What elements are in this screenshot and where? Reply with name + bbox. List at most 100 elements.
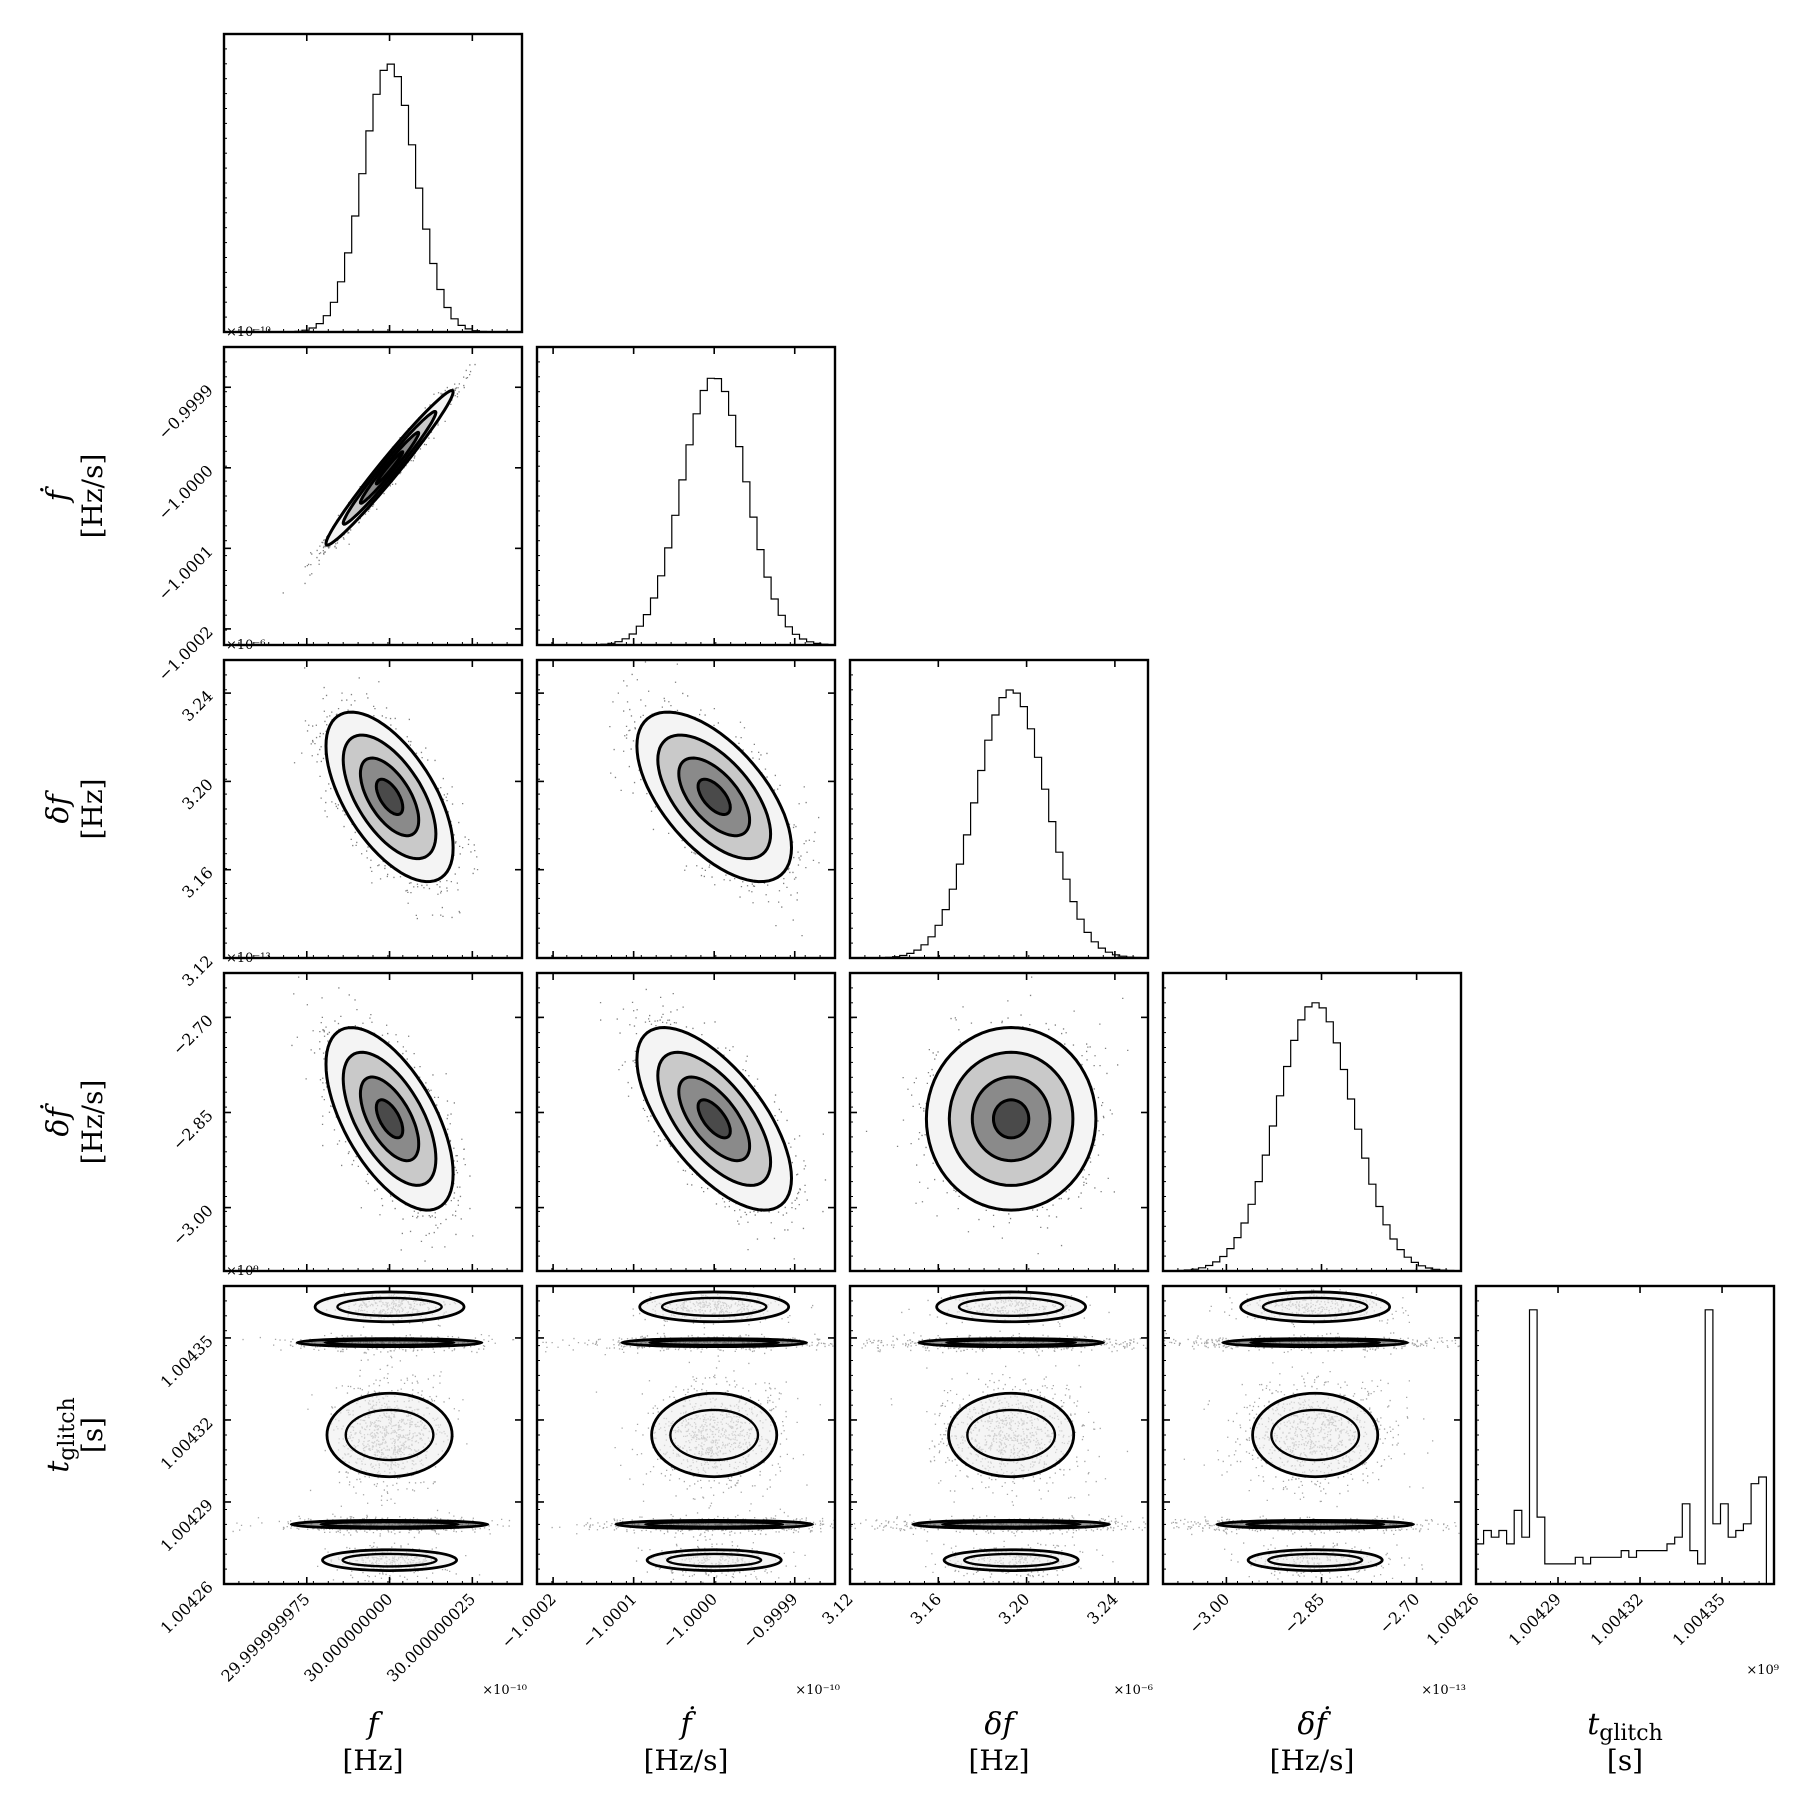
x-axis-unit-df: [Hz]	[968, 1744, 1029, 1777]
contour-band	[669, 1408, 760, 1462]
histogram-step-f	[224, 63, 522, 333]
x-axis-label-f: f	[365, 1707, 383, 1742]
x-tick-label-df: 3.20	[995, 1589, 1034, 1628]
x-axis-unit-dfdot: [Hz/s]	[1270, 1744, 1355, 1777]
x-tick-label-df: 3.16	[906, 1589, 945, 1628]
histogram-step-tglitch	[1475, 1309, 1774, 1585]
contour-band	[648, 1339, 781, 1347]
contour-band	[945, 1339, 1078, 1347]
panel-frame	[1161, 971, 1463, 1273]
histogram-step-df	[850, 689, 1149, 959]
x-axis-label-dfdot: δḟ	[1297, 1706, 1331, 1742]
row-offset-label-1: ×10⁻⁶	[226, 638, 266, 653]
x-tick-label-dfdot: −2.70	[1375, 1589, 1423, 1637]
y-tick-label-tglitch: 1.00435	[157, 1331, 217, 1391]
y-axis-unit: [Hz]	[76, 778, 109, 839]
panel-frame	[222, 32, 524, 334]
contour-band	[660, 1296, 768, 1318]
contour-band	[1267, 1552, 1364, 1568]
hist-panel-dfdot	[1162, 1002, 1462, 1272]
contour-level	[992, 1098, 1031, 1140]
x-tick-label-fdot: −1.0002	[497, 1589, 560, 1652]
contour-band	[650, 1391, 779, 1479]
x-tick-label-df: 3.12	[818, 1589, 857, 1628]
y-tick-label-tglitch: 1.00426	[157, 1577, 217, 1637]
x-axis-unit-tglitch: [s]	[1607, 1744, 1643, 1777]
x-axis-unit-f: [Hz]	[342, 1744, 403, 1777]
y-tick-label-dfdot: −3.00	[169, 1201, 217, 1249]
x-axis-label-fdot: ḟ	[678, 1706, 696, 1742]
contour-band	[666, 1552, 763, 1568]
scatter-panel-tglitch-vs-f	[232, 1290, 521, 1583]
x-offset-label-tglitch: ×10⁹	[1746, 1663, 1779, 1678]
x-tick-label-tglitch: 1.00426	[1423, 1589, 1483, 1649]
y-tick-label-fdot: −0.9999	[154, 381, 217, 444]
y-tick-label-fdot: −1.0001	[154, 542, 217, 605]
scatter-panel-dfdot-vs-fdot	[599, 988, 827, 1260]
y-axis-label-fdot: ḟ [Hz/s]	[40, 454, 109, 539]
contour-band	[644, 1520, 785, 1529]
x-tick-label-fdot: −1.0000	[659, 1589, 722, 1652]
contour-band	[344, 1408, 435, 1462]
y-axis-symbol: tglitch	[41, 1397, 80, 1473]
y-axis-unit: [s]	[76, 1417, 109, 1453]
contour-band	[336, 1296, 443, 1318]
contour-band	[325, 1391, 454, 1479]
panel-frame	[535, 345, 837, 647]
y-tick-label-fdot: −1.0002	[154, 622, 217, 685]
y-axis-unit: [Hz/s]	[76, 454, 109, 539]
x-axis-unit-fdot: [Hz/s]	[644, 1744, 729, 1777]
x-offset-label-dfdot: ×10⁻¹³	[1421, 1683, 1466, 1698]
contour-level	[374, 777, 405, 816]
row-offset-label-3: ×10⁹	[226, 1264, 259, 1279]
contour-band	[966, 1408, 1057, 1462]
y-tick-label-df: 3.20	[178, 775, 217, 814]
x-offset-label-fdot: ×10⁻¹⁰	[795, 1683, 840, 1698]
x-offset-label-df: ×10⁻⁶	[1113, 1683, 1153, 1698]
x-offset-label-f: ×10⁻¹⁰	[482, 1683, 527, 1698]
scatter-panel-df-vs-fdot	[609, 661, 820, 937]
x-axis-label-tglitch: tglitch	[1587, 1707, 1663, 1746]
hist-panel-fdot	[537, 377, 836, 646]
histogram-step-dfdot	[1162, 1002, 1462, 1272]
contour-level	[374, 1098, 405, 1140]
y-tick-label-tglitch: 1.00429	[157, 1495, 217, 1555]
contour-band	[1261, 1296, 1369, 1318]
x-tick-label-dfdot: −2.85	[1280, 1589, 1328, 1637]
x-axis-label-df: δf	[984, 1707, 1018, 1742]
scatter-panel-fdot-vs-f	[282, 363, 476, 594]
contour-band	[941, 1520, 1082, 1529]
contour-band	[323, 1339, 456, 1347]
y-axis-symbol: ḟ	[40, 486, 76, 504]
contour-band	[1251, 1391, 1380, 1479]
x-tick-label-fdot: −1.0001	[578, 1589, 641, 1652]
scatter-panel-tglitch-vs-df	[851, 1289, 1148, 1584]
y-axis-symbol: δf	[41, 790, 76, 824]
y-tick-label-fdot: −1.0000	[154, 461, 217, 524]
contour-level	[696, 1098, 732, 1140]
contour-level	[374, 450, 405, 486]
x-tick-label-tglitch: 1.00432	[1587, 1589, 1647, 1649]
hist-panel-f	[224, 63, 522, 333]
x-tick-label-tglitch: 1.00429	[1505, 1589, 1565, 1649]
y-axis-unit: [Hz/s]	[76, 1080, 109, 1165]
y-tick-label-df: 3.12	[178, 951, 217, 990]
histogram-step-fdot	[537, 377, 836, 646]
contour-band	[947, 1391, 1076, 1479]
y-axis-label-dfdot: δḟ [Hz/s]	[40, 1080, 109, 1165]
x-tick-label-f: 29.999999975	[217, 1589, 313, 1685]
row-offset-label-2: ×10⁻¹³	[226, 951, 271, 966]
y-tick-label-dfdot: −2.85	[169, 1106, 217, 1154]
x-tick-label-tglitch: 1.00435	[1669, 1589, 1729, 1649]
x-tick-label-f: 30.000000025	[383, 1589, 479, 1685]
y-tick-label-df: 3.24	[178, 687, 217, 726]
scatter-panel-dfdot-vs-f	[291, 976, 474, 1262]
contour-level	[696, 777, 732, 816]
x-tick-label-fdot: −0.9999	[739, 1589, 802, 1652]
x-tick-label-dfdot: −3.00	[1185, 1589, 1233, 1637]
hist-panel-tglitch	[1475, 1309, 1774, 1585]
y-tick-label-df: 3.16	[178, 863, 217, 902]
contour-band	[341, 1552, 438, 1568]
row-offset-label-0: ×10⁻¹⁰	[226, 325, 271, 340]
